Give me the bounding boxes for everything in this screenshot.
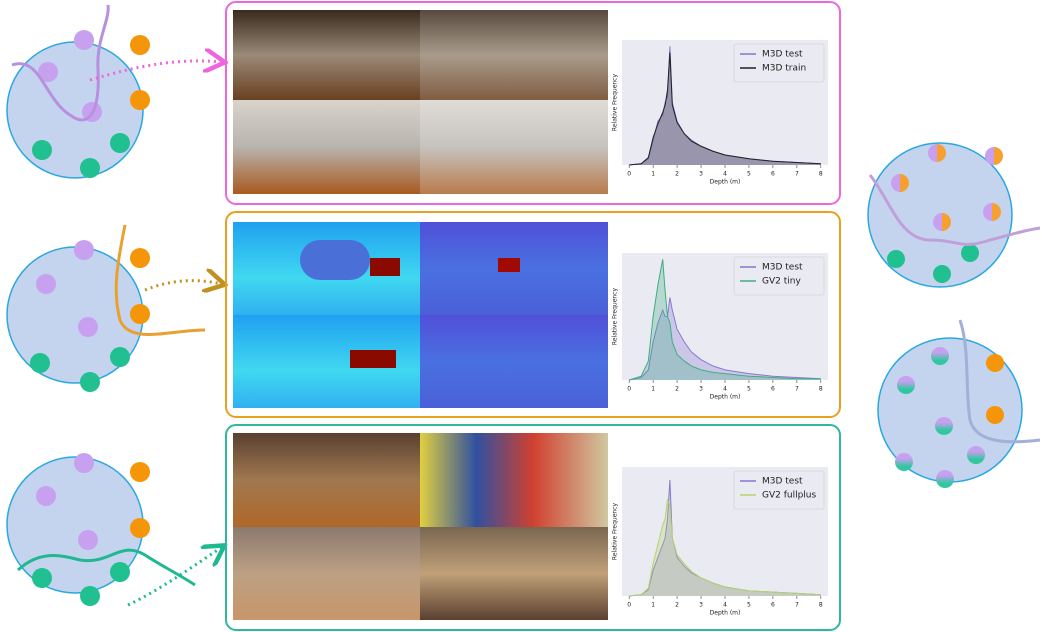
x-tick-label: 1	[651, 602, 655, 609]
x-tick-label: 1	[651, 171, 655, 178]
x-tick-label: 8	[819, 602, 823, 609]
x-tick-label: 5	[747, 602, 751, 609]
x-tick-label: 7	[795, 386, 799, 393]
page: {"chart_data": [ {"type": "area", "xlabe…	[0, 0, 1042, 632]
x-tick-label: 0	[627, 386, 631, 393]
legend-label: M3D test	[762, 263, 803, 273]
x-tick-label: 2	[675, 386, 679, 393]
legend-label: GV2 fullplus	[762, 491, 817, 501]
x-tick-label: 0	[627, 602, 631, 609]
x-axis-label: Depth (m)	[710, 610, 741, 617]
legend-label: GV2 tiny	[762, 277, 801, 287]
x-tick-label: 4	[723, 602, 727, 609]
y-axis-label: Relative Frequency	[612, 503, 619, 561]
x-tick-label: 7	[795, 602, 799, 609]
x-tick-label: 7	[795, 171, 799, 178]
x-tick-label: 6	[771, 386, 775, 393]
legend-label: M3D test	[762, 477, 803, 487]
x-tick-label: 3	[699, 602, 703, 609]
x-tick-label: 8	[819, 386, 823, 393]
y-axis-label: Relative Frequency	[612, 74, 619, 132]
x-tick-label: 8	[819, 171, 823, 178]
images	[233, 10, 608, 620]
y-axis-label: Relative Frequency	[612, 288, 619, 346]
x-tick-label: 4	[723, 171, 727, 178]
x-tick-label: 2	[675, 171, 679, 178]
x-tick-label: 0	[627, 171, 631, 178]
left-diagrams	[7, 42, 143, 593]
x-tick-label: 1	[651, 386, 655, 393]
figure: 0 1 2 3 4 5 6 7 8 Depth (m) Relative Frequency M3D …	[0, 0, 1042, 632]
x-tick-label: 4	[723, 386, 727, 393]
legend-label: M3D test	[762, 50, 803, 60]
x-tick-label: 3	[699, 171, 703, 178]
x-axis-label: Depth (m)	[710, 394, 741, 401]
x-tick-label: 2	[675, 602, 679, 609]
x-tick-label: 5	[747, 171, 751, 178]
x-tick-label: 5	[747, 386, 751, 393]
charts: 0 1 2 3 4 5 6 7 8 Depth (m) Relative Frequency M3D …	[612, 40, 829, 617]
right-diagrams	[868, 143, 1040, 488]
x-tick-label: 6	[771, 171, 775, 178]
x-tick-label: 3	[699, 386, 703, 393]
x-tick-label: 6	[771, 602, 775, 609]
legend-label: M3D train	[762, 64, 806, 74]
x-axis-label: Depth (m)	[710, 179, 741, 186]
